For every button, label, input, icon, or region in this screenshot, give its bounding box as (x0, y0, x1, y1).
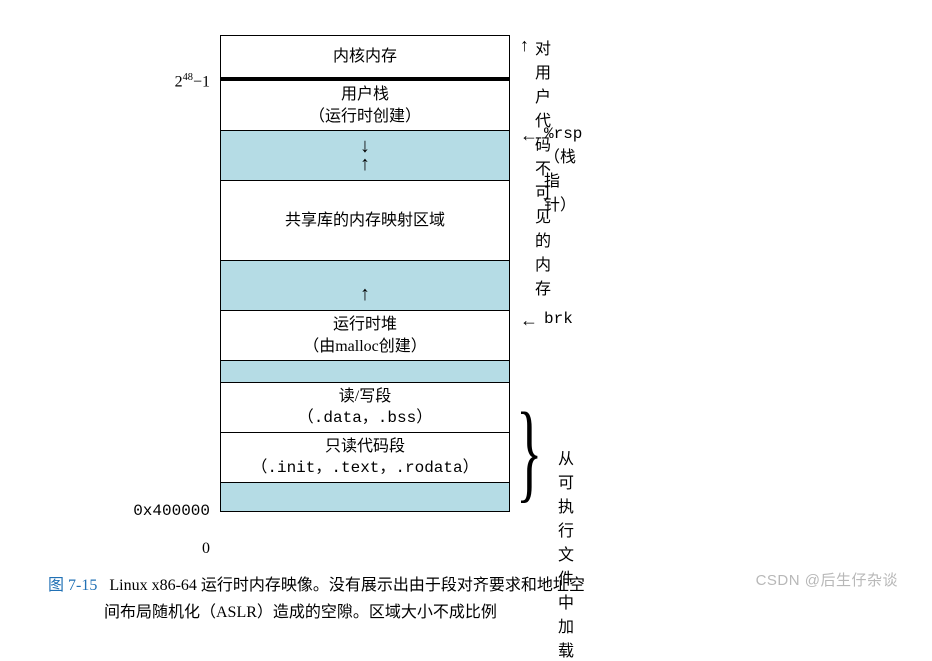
seg-gap-small (220, 360, 510, 382)
memory-stack-column: 内核内存 用户栈 （运行时创建） ↓ ↑ 共享库的内存映射区域 ↑ 运行时堆 （… (220, 35, 510, 512)
note-brk-text: brk (544, 310, 573, 328)
seg-kernel: 内核内存 (220, 35, 510, 80)
caption-line-1: Linux x86-64 运行时内存映像。没有展示出由于段对齐要求和地址空 (109, 577, 585, 594)
seg-user-stack-l2: （运行时创建） (309, 106, 421, 128)
seg-ro: 只读代码段 （.init，.text，.rodata） (220, 432, 510, 482)
addr-top: 248−1 (175, 72, 210, 91)
seg-ro-l1: 只读代码段 (325, 436, 405, 458)
note-loaded: 从可执行文件中加载 (558, 445, 574, 661)
note-brk: ← brk (520, 310, 573, 332)
seg-gap-heap: ↑ (220, 260, 510, 310)
brace-icon: } (516, 396, 542, 506)
arrow-up-icon: ↑ (520, 35, 529, 57)
note-rsp: ← %rsp（栈指针） (520, 125, 582, 215)
note-rsp-text: %rsp（栈指针） (544, 125, 582, 215)
seg-shared-lib: 共享库的内存映射区域 (220, 180, 510, 260)
seg-runtime-heap: 运行时堆 （由malloc创建） (220, 310, 510, 360)
addr-load: 0x400000 (133, 502, 210, 520)
addr-zero: 0 (202, 540, 210, 558)
seg-rw: 读/写段 （.data，.bss） (220, 382, 510, 432)
memory-layout-diagram: 248−1 0x400000 0 内核内存 用户栈 （运行时创建） ↓ ↑ 共享… (20, 20, 910, 560)
seg-gap-stack: ↓ ↑ (220, 130, 510, 180)
note-loaded-text: 从可执行文件中加载 (558, 445, 574, 661)
seg-rw-l1: 读/写段 (339, 386, 391, 408)
seg-gap-bottom (220, 482, 510, 512)
seg-heap-l1: 运行时堆 (333, 314, 397, 336)
caption-line-2: 间布局随机化（ASLR）造成的空隙。区域大小不成比例 (104, 604, 497, 621)
watermark-text: CSDN @后生仔杂谈 (756, 569, 898, 590)
seg-rw-l2: （.data，.bss） (298, 408, 432, 430)
seg-kernel-label: 内核内存 (333, 46, 397, 68)
seg-heap-l2: （由malloc创建） (303, 336, 427, 358)
seg-shared-lib-label: 共享库的内存映射区域 (285, 210, 445, 232)
arrow-lib-up-icon: ↑ (360, 151, 370, 178)
seg-user-stack: 用户栈 （运行时创建） (220, 80, 510, 130)
arrow-left-icon-2: ← (520, 310, 538, 332)
seg-user-stack-l1: 用户栈 (341, 84, 389, 106)
arrow-left-icon: ← (520, 125, 538, 147)
figure-number: 图 7-15 (48, 577, 97, 594)
seg-ro-l2: （.init，.text，.rodata） (251, 458, 478, 480)
arrow-heap-up-icon: ↑ (360, 281, 370, 308)
